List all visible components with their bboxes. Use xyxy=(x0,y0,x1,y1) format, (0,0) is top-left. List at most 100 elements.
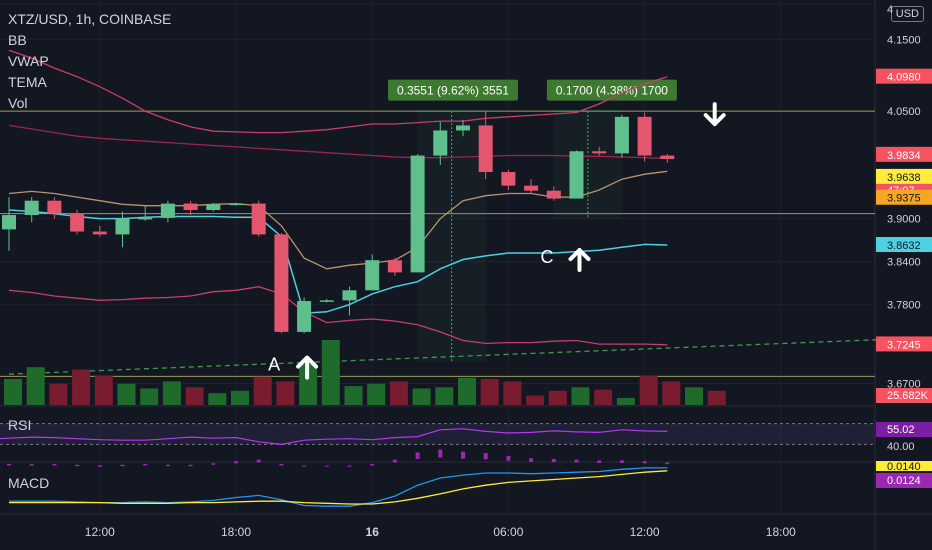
candle-body xyxy=(138,217,153,220)
macd-histogram-bar xyxy=(370,464,375,466)
price-label-text: 3.7245 xyxy=(887,339,921,351)
candle-body xyxy=(47,200,62,214)
legend-tema[interactable]: TEMA xyxy=(8,74,47,90)
macd-histogram-bar xyxy=(234,461,238,464)
time-tick-label: 18:00 xyxy=(766,525,796,539)
volume-bar xyxy=(49,383,68,405)
volume-bars xyxy=(4,340,726,405)
macd-histogram-bar xyxy=(97,465,102,467)
macd-histogram-bar xyxy=(52,464,57,466)
volume-bar xyxy=(344,386,363,405)
price-tick-label: 3.9000 xyxy=(887,214,921,226)
price-label-box xyxy=(876,168,932,184)
candle-body xyxy=(478,125,493,173)
candle-body xyxy=(365,260,380,291)
volume-bar xyxy=(367,383,386,405)
volume-bar xyxy=(117,383,136,405)
volume-bar xyxy=(140,388,159,405)
price-label-text: 3.9375 xyxy=(887,193,921,205)
candle-body xyxy=(92,231,107,235)
volume-label-text: 25.682K xyxy=(887,390,929,402)
macd-histogram-bar xyxy=(347,465,352,467)
measure-boxes: 0.3551 (9.62%) 3551 0.1700 (4.38%) 1700 xyxy=(388,79,677,362)
macd-histogram-bar xyxy=(7,464,11,466)
macd-histogram-bar xyxy=(415,452,420,459)
volume-bar xyxy=(548,390,567,405)
volume-bar xyxy=(435,387,454,405)
volume-bar xyxy=(185,387,204,405)
volume-bar xyxy=(480,379,499,405)
macd-label[interactable]: MACD xyxy=(8,475,50,491)
bb-lower-line xyxy=(8,286,668,346)
volume-bar xyxy=(707,390,726,405)
price-tick-label: 3.8400 xyxy=(887,257,921,269)
rsi-level-text: 40.00 xyxy=(887,441,915,453)
price-label-text: 3.9638 xyxy=(887,172,921,184)
legend-bb[interactable]: BB xyxy=(8,32,27,48)
currency-button[interactable]: USD xyxy=(890,6,924,22)
macd-histogram-bar xyxy=(619,460,624,463)
candle-body xyxy=(229,203,243,206)
macd-histogram-bar xyxy=(665,462,670,465)
candles xyxy=(2,111,675,334)
up-arrow-icon xyxy=(568,248,591,273)
macd-histogram-bar xyxy=(29,464,34,466)
legend-vol[interactable]: Vol xyxy=(8,95,28,111)
volume-bar xyxy=(685,387,703,405)
time-axis: 12:00 18:00 16 06:00 12:00 18:00 xyxy=(85,525,796,539)
measure-label-text: 0.1700 (4.38%) 1700 xyxy=(556,84,668,98)
volume-bar xyxy=(94,375,113,405)
macd-histogram-bar xyxy=(597,460,602,463)
candle-body xyxy=(501,172,516,186)
macd-histogram-bar xyxy=(279,464,284,466)
time-tick-label: 18:00 xyxy=(221,525,251,539)
candle-body xyxy=(183,203,198,211)
volume-bar xyxy=(616,397,635,405)
macd-histogram-bar xyxy=(302,465,307,467)
measure-label-box xyxy=(388,79,518,101)
candle-body xyxy=(592,151,607,154)
legend-symbol[interactable]: XTZ/USD, 1h, COINBASE xyxy=(8,11,172,27)
price-label-box xyxy=(876,189,932,205)
candle-body xyxy=(387,260,402,273)
volume-bar xyxy=(571,387,590,405)
volume-bar xyxy=(503,381,522,405)
candle-body xyxy=(319,300,334,302)
bb-basis-line xyxy=(8,124,668,160)
time-tick-label: 16 xyxy=(366,525,380,539)
annotations: AC xyxy=(268,102,726,380)
volume-bar xyxy=(412,388,431,405)
price-tick-label: 4.1500 xyxy=(887,34,921,46)
chart-legend: XTZ/USD, 1h, COINBASE BB VWAP TEMA Vol xyxy=(8,9,171,114)
macd-value-text: 0.0124 xyxy=(887,475,921,487)
volume-bar xyxy=(162,381,181,405)
candle-body xyxy=(115,218,130,235)
price-label-text: 3.9834 xyxy=(887,150,921,162)
candle-body xyxy=(160,203,175,218)
volume-bar xyxy=(231,390,249,405)
macd-histogram-bar xyxy=(120,464,125,467)
candle-body xyxy=(456,125,470,131)
volume-bar xyxy=(526,395,545,405)
macd-histogram-bar xyxy=(324,465,329,467)
candle-body xyxy=(660,155,675,159)
legend-vwap[interactable]: VWAP xyxy=(8,53,49,69)
macd-signal-value-text: 0.0140 xyxy=(887,461,921,473)
candle-body xyxy=(206,204,221,211)
rsi-label[interactable]: RSI xyxy=(8,417,32,433)
volume-bar xyxy=(72,369,91,405)
volume-bar xyxy=(299,363,318,405)
macd-signal-line xyxy=(9,470,668,505)
up-arrow-icon xyxy=(296,355,319,380)
price-axis: 4.1500 4.0500 3.9000 3.8400 3.7800 3.6700 4.09… xyxy=(876,34,932,488)
price-label-text: 4.0980 xyxy=(887,72,921,84)
volume-bar xyxy=(26,367,45,405)
macd-histogram-bar xyxy=(642,461,647,464)
candle-body xyxy=(297,301,312,332)
macd-histogram-bar xyxy=(574,459,579,463)
volume-bar xyxy=(208,393,227,405)
macd-histogram-bar xyxy=(211,463,216,465)
annotation-label: C xyxy=(541,247,554,267)
price-label-box xyxy=(876,146,932,162)
